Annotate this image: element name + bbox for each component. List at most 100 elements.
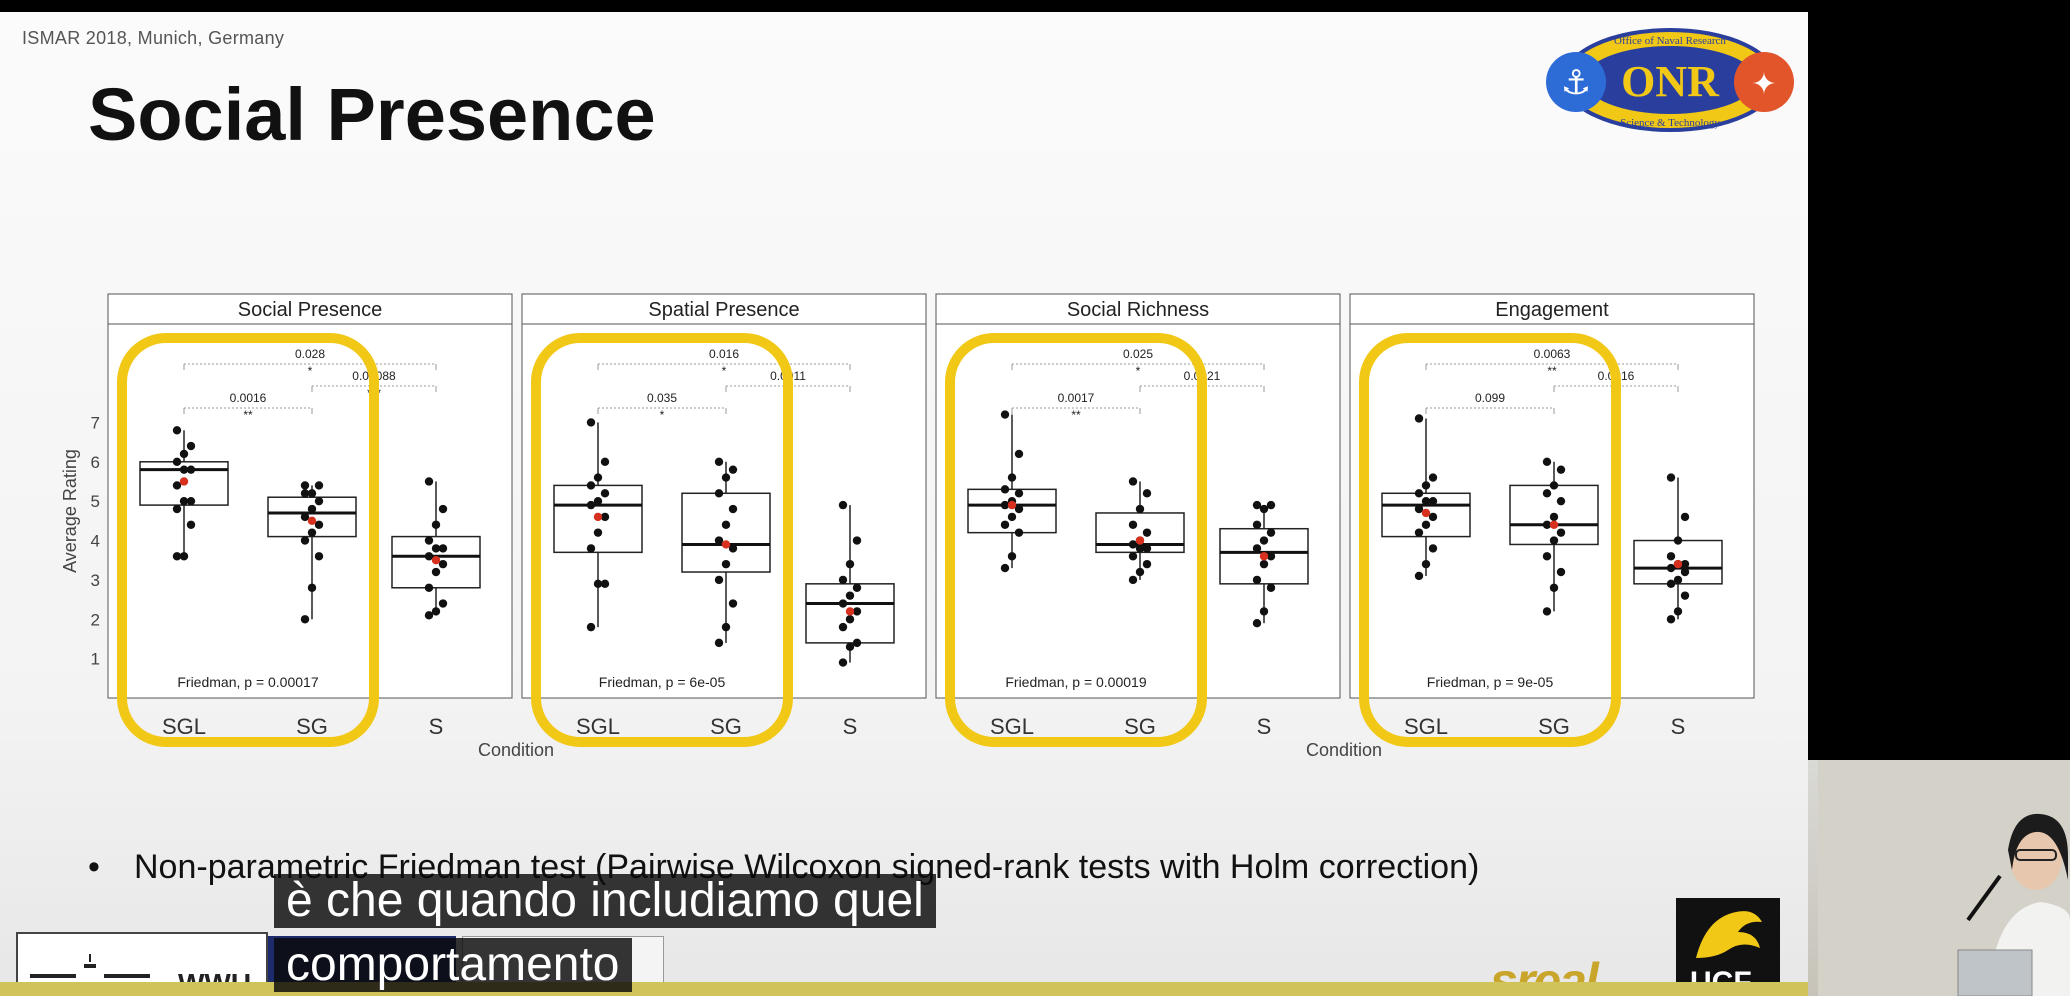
- data-point: [1014, 489, 1024, 498]
- data-point: [1428, 496, 1438, 506]
- globe-icon: [1734, 52, 1794, 112]
- panel-strip: [107, 293, 513, 325]
- data-point: [438, 504, 448, 514]
- onr-bottom-text: Science & Technology: [1620, 117, 1720, 129]
- data-point: [431, 567, 441, 577]
- data-point: [714, 536, 724, 545]
- y-tick-label: 4: [91, 532, 100, 551]
- wwu-mark-icon: [30, 954, 150, 978]
- comparison-stars: *: [722, 364, 727, 378]
- data-point: [424, 552, 434, 561]
- mean-point: [593, 512, 603, 522]
- data-point: [1556, 465, 1566, 474]
- data-point: [314, 552, 324, 561]
- data-point: [593, 473, 603, 482]
- mean-point: [1135, 536, 1145, 545]
- y-tick-label: 2: [91, 610, 100, 629]
- data-point: [431, 544, 441, 553]
- data-point: [586, 500, 596, 510]
- data-point: [1135, 544, 1145, 553]
- data-point: [1666, 563, 1676, 573]
- data-point: [593, 528, 603, 537]
- data-point: [1673, 575, 1683, 585]
- data-point: [1549, 536, 1559, 545]
- data-point: [1421, 496, 1431, 506]
- mean-point: [1673, 559, 1683, 569]
- highlight-frame: [945, 333, 1207, 747]
- data-point: [1259, 504, 1269, 514]
- data-point: [845, 559, 855, 569]
- data-point: [186, 496, 196, 506]
- x-axis-label: Condition: [1306, 740, 1382, 760]
- data-point: [1266, 528, 1276, 537]
- data-point: [1666, 615, 1676, 624]
- comparison-p-value: 0.028: [295, 347, 325, 361]
- slide-title: Social Presence: [88, 73, 656, 156]
- x-tick-label: SGL: [162, 714, 206, 739]
- data-point: [586, 418, 596, 427]
- data-point: [586, 544, 596, 553]
- data-point: [838, 622, 848, 632]
- x-tick-label: SG: [710, 714, 742, 739]
- data-point: [1549, 512, 1559, 522]
- panel-title: Spatial Presence: [648, 299, 799, 321]
- data-point: [586, 481, 596, 490]
- data-point: [600, 489, 610, 498]
- data-point: [852, 583, 862, 592]
- panel-title: Engagement: [1495, 299, 1609, 321]
- friedman-label: Friedman, p = 6e-05: [599, 674, 726, 690]
- onr-mark: ONR: [1621, 57, 1720, 106]
- x-tick-label: S: [1671, 714, 1686, 739]
- bullet-dot: •: [88, 848, 100, 886]
- data-point: [1666, 473, 1676, 482]
- comparison-stars: *: [1136, 364, 1141, 378]
- data-point: [1542, 607, 1552, 616]
- comparison-p-value: 0.025: [1123, 347, 1153, 361]
- data-point: [1428, 544, 1438, 553]
- data-point: [1428, 512, 1438, 522]
- data-point: [1414, 571, 1424, 581]
- data-point: [1007, 512, 1017, 522]
- comparison-p-value: 0.0016: [230, 391, 267, 405]
- highlight-frame: [531, 333, 793, 747]
- data-point: [721, 520, 731, 529]
- data-point: [1673, 607, 1683, 616]
- friedman-label: Friedman, p = 0.00017: [177, 674, 318, 690]
- x-tick-label: SGL: [576, 714, 620, 739]
- box-plot-chart: Average Rating 1 2 3 4 5 6 7 Social Presence 0.00…: [60, 293, 1755, 760]
- comparison-p-value: 0.035: [647, 391, 677, 405]
- data-point: [438, 599, 448, 608]
- data-point: [714, 638, 724, 648]
- data-point: [1414, 414, 1424, 423]
- data-point: [1128, 540, 1138, 549]
- data-point: [1252, 520, 1262, 529]
- data-point: [728, 465, 738, 474]
- data-point: [1266, 552, 1276, 561]
- comparison-p-value: 0.0063: [1534, 347, 1571, 361]
- venue-label: ISMAR 2018, Munich, Germany: [22, 28, 285, 48]
- data-point: [300, 615, 310, 624]
- data-point: [1007, 473, 1017, 482]
- mean-point: [1421, 508, 1431, 518]
- data-point: [1680, 512, 1690, 522]
- data-point: [1014, 504, 1024, 514]
- data-point: [845, 642, 855, 652]
- comparison-stars: *: [660, 408, 665, 422]
- data-point: [1142, 528, 1152, 537]
- speaker-camera-inset: [1808, 760, 2070, 996]
- data-point: [1000, 520, 1010, 529]
- friedman-label: Friedman, p = 9e-05: [1427, 674, 1554, 690]
- data-point: [1542, 489, 1552, 498]
- data-point: [431, 607, 441, 616]
- data-point: [1014, 528, 1024, 537]
- panel-strip: [1349, 293, 1755, 325]
- data-point: [179, 465, 189, 474]
- mean-point: [1259, 552, 1269, 561]
- data-point: [1266, 583, 1276, 592]
- data-point: [307, 528, 317, 537]
- data-point: [1128, 575, 1138, 585]
- data-point: [300, 481, 310, 490]
- comparison-p-value: 0.099: [1475, 391, 1505, 405]
- data-point: [721, 559, 731, 569]
- box-iqr: [967, 488, 1057, 534]
